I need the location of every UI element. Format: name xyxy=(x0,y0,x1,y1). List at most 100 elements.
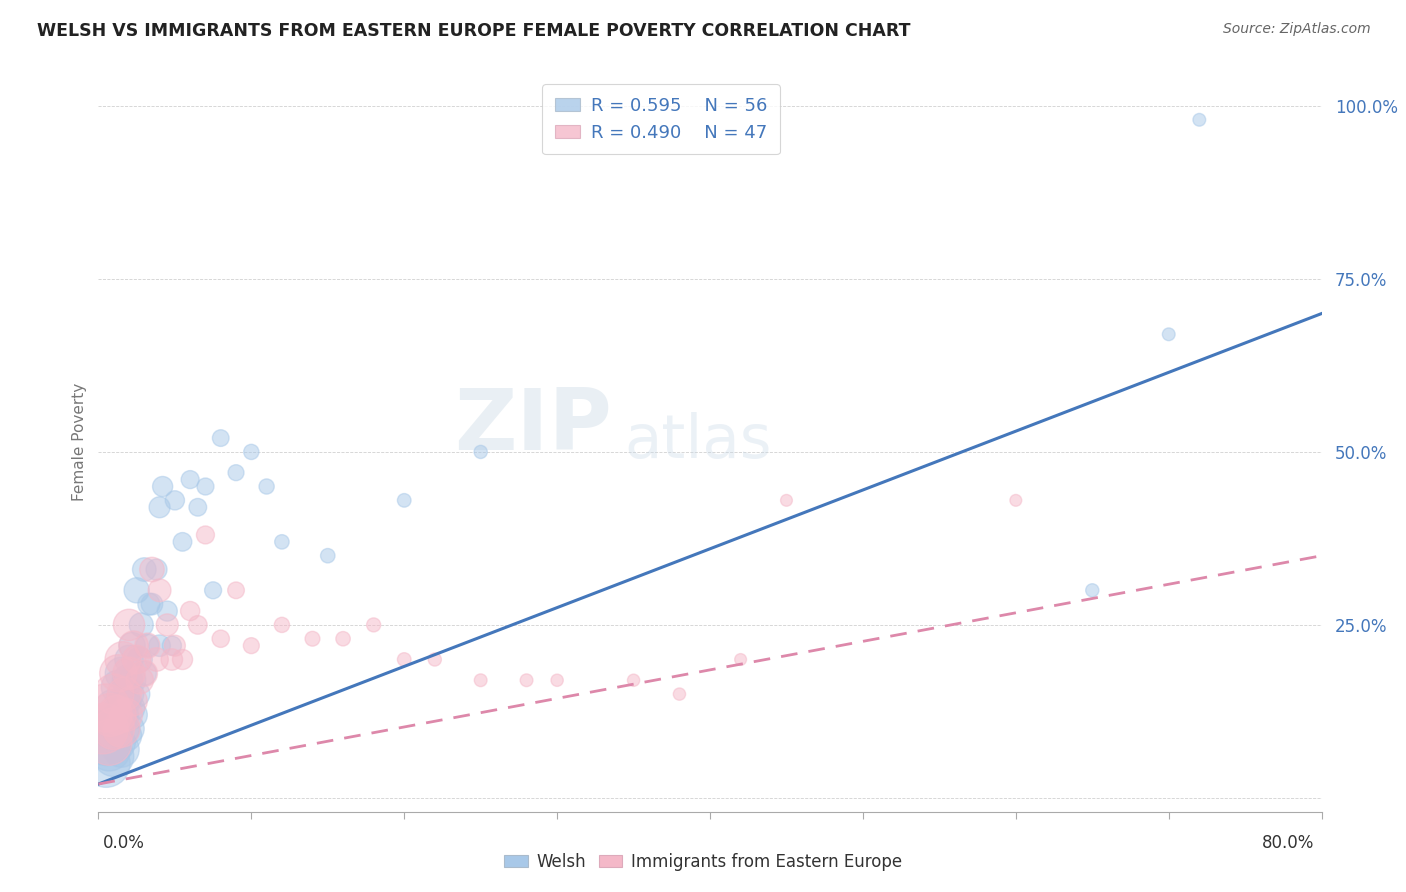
Point xyxy=(516,673,538,688)
Legend: R = 0.595    N = 56, R = 0.490    N = 47: R = 0.595 N = 56, R = 0.490 N = 47 xyxy=(543,84,780,154)
Point xyxy=(316,549,339,563)
Point xyxy=(115,729,138,743)
Text: WELSH VS IMMIGRANTS FROM EASTERN EUROPE FEMALE POVERTY CORRELATION CHART: WELSH VS IMMIGRANTS FROM EASTERN EUROPE … xyxy=(37,22,910,40)
Point xyxy=(128,652,150,666)
Point xyxy=(141,563,163,577)
Point xyxy=(240,639,263,653)
Point xyxy=(112,694,135,708)
Point xyxy=(117,673,139,688)
Point xyxy=(125,583,148,598)
Point xyxy=(163,639,186,653)
Point xyxy=(111,722,134,736)
Point xyxy=(152,479,174,493)
Point xyxy=(301,632,323,646)
Point xyxy=(121,673,143,688)
Point xyxy=(115,707,138,722)
Point xyxy=(775,493,797,508)
Point xyxy=(118,618,141,632)
Point xyxy=(392,493,416,508)
Point xyxy=(121,639,143,653)
Point xyxy=(145,652,167,666)
Point xyxy=(105,735,128,749)
Point xyxy=(332,632,354,646)
Text: ZIP: ZIP xyxy=(454,385,612,468)
Point xyxy=(118,722,141,736)
Point xyxy=(172,652,194,666)
Point xyxy=(118,652,141,666)
Point xyxy=(110,707,132,722)
Text: 0.0%: 0.0% xyxy=(103,834,145,852)
Point xyxy=(103,722,125,736)
Point xyxy=(103,749,125,764)
Point xyxy=(100,722,122,736)
Point xyxy=(470,673,492,688)
Point xyxy=(138,597,160,611)
Point xyxy=(392,652,416,666)
Point xyxy=(194,528,217,542)
Point xyxy=(134,666,156,681)
Point xyxy=(1081,583,1104,598)
Point xyxy=(107,707,129,722)
Point xyxy=(111,652,134,666)
Point xyxy=(129,618,152,632)
Point xyxy=(110,722,132,736)
Point xyxy=(98,735,121,749)
Point xyxy=(103,701,125,715)
Point xyxy=(149,639,172,653)
Point xyxy=(730,652,752,666)
Point xyxy=(160,652,183,666)
Point xyxy=(103,722,125,736)
Point xyxy=(240,445,263,459)
Point xyxy=(668,687,690,701)
Point xyxy=(105,707,128,722)
Point xyxy=(100,707,122,722)
Point xyxy=(149,583,172,598)
Text: atlas: atlas xyxy=(624,412,772,471)
Point xyxy=(110,666,132,681)
Point xyxy=(94,756,117,771)
Point xyxy=(118,666,141,681)
Point xyxy=(163,493,186,508)
Point xyxy=(156,618,179,632)
Point xyxy=(107,680,129,694)
Point xyxy=(98,742,121,756)
Point xyxy=(470,445,492,459)
Point xyxy=(145,563,167,577)
Y-axis label: Female Poverty: Female Poverty xyxy=(72,383,87,500)
Point xyxy=(156,604,179,618)
Point xyxy=(623,673,645,688)
Point xyxy=(118,687,141,701)
Text: 80.0%: 80.0% xyxy=(1263,834,1315,852)
Point xyxy=(110,742,132,756)
Point xyxy=(179,604,201,618)
Point xyxy=(225,466,247,480)
Point xyxy=(1157,327,1180,342)
Point xyxy=(256,479,278,493)
Point xyxy=(160,639,183,653)
Point xyxy=(112,687,135,701)
Point xyxy=(225,583,247,598)
Point xyxy=(363,618,385,632)
Point xyxy=(91,722,114,736)
Point xyxy=(103,687,125,701)
Point xyxy=(125,687,148,701)
Point xyxy=(121,694,143,708)
Point xyxy=(107,666,129,681)
Point xyxy=(1188,112,1211,127)
Legend: Welsh, Immigrants from Eastern Europe: Welsh, Immigrants from Eastern Europe xyxy=(496,845,910,880)
Point xyxy=(120,701,142,715)
Point xyxy=(94,701,117,715)
Point xyxy=(134,563,156,577)
Point xyxy=(1004,493,1026,508)
Point xyxy=(423,652,446,666)
Point xyxy=(128,673,150,688)
Point xyxy=(187,618,209,632)
Text: Source: ZipAtlas.com: Source: ZipAtlas.com xyxy=(1223,22,1371,37)
Point xyxy=(172,534,194,549)
Point xyxy=(122,639,145,653)
Point xyxy=(202,583,225,598)
Point xyxy=(270,618,292,632)
Point xyxy=(134,666,156,681)
Point xyxy=(141,597,163,611)
Point xyxy=(187,500,209,515)
